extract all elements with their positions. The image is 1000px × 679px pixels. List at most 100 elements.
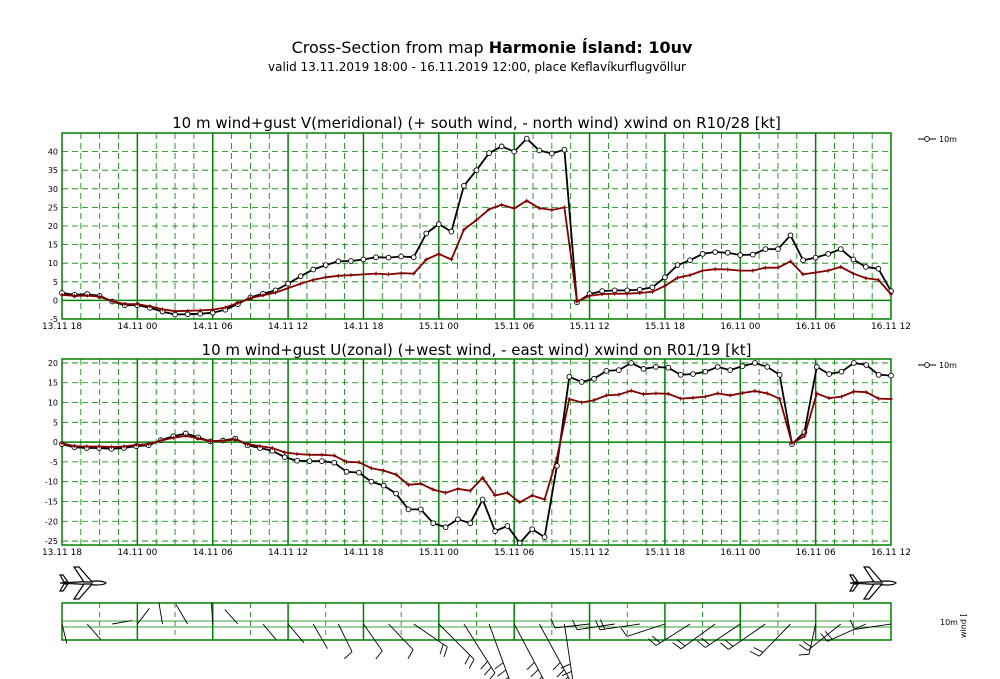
gust-point bbox=[649, 284, 656, 291]
wind-point bbox=[474, 218, 479, 223]
wind-point bbox=[468, 488, 473, 493]
wind-barb-feather bbox=[484, 666, 492, 676]
wind-barb-feather bbox=[439, 644, 444, 655]
legend-marker bbox=[924, 136, 930, 142]
wind-barb-feather bbox=[560, 663, 571, 669]
wind-barb-feather bbox=[550, 618, 556, 629]
y-tick-label: 15 bbox=[48, 241, 58, 250]
wind-point bbox=[889, 396, 893, 401]
x-tick-label: 16.11 00 bbox=[720, 548, 760, 558]
wind-barb-staff bbox=[262, 623, 277, 641]
wind-point bbox=[604, 393, 609, 398]
x-tick-label: 15.11 00 bbox=[419, 322, 459, 332]
wind-barb-feather bbox=[676, 639, 686, 647]
wind-point bbox=[813, 270, 818, 275]
gust-point bbox=[511, 148, 518, 155]
wind-point bbox=[876, 396, 881, 401]
gust-point bbox=[762, 246, 769, 252]
wind-point bbox=[662, 283, 667, 288]
wind-point bbox=[109, 444, 114, 449]
wind-barb-feather bbox=[443, 646, 448, 657]
wind-point bbox=[678, 396, 683, 401]
wind-barb-staff bbox=[112, 620, 132, 625]
gust-point bbox=[380, 482, 387, 489]
wind-point bbox=[386, 272, 391, 277]
wind-point bbox=[625, 291, 630, 296]
wind-point bbox=[235, 301, 240, 306]
wind-barb-staff bbox=[576, 623, 615, 631]
gust-point bbox=[640, 366, 647, 372]
wind-point bbox=[295, 451, 300, 456]
wind-point bbox=[270, 446, 275, 451]
y-tick-label: -25 bbox=[45, 537, 58, 546]
wind-barb-staff bbox=[388, 623, 414, 650]
gust-point bbox=[492, 528, 498, 534]
gust-point bbox=[737, 252, 744, 258]
wind-barb-staff bbox=[538, 623, 570, 679]
wind-barb-feather bbox=[407, 649, 414, 659]
wind-point bbox=[542, 497, 547, 502]
wind-point bbox=[713, 267, 718, 272]
gust-point bbox=[727, 367, 733, 373]
wind-barb-staff bbox=[224, 609, 239, 625]
gust-point bbox=[423, 230, 430, 237]
gust-point bbox=[360, 256, 367, 263]
wind-point bbox=[84, 444, 89, 449]
x-tick-label: 14.11 06 bbox=[193, 322, 233, 332]
wind-barb-staff bbox=[513, 623, 544, 679]
x-tick-label: 14.11 12 bbox=[268, 322, 308, 332]
wind-point bbox=[788, 259, 793, 264]
gust-point bbox=[687, 257, 693, 264]
airplane-wings bbox=[862, 566, 884, 600]
wind-point bbox=[765, 391, 770, 396]
wind-barb-feather bbox=[802, 640, 813, 648]
chart-meridional: 10 m wind+gust V(meridional) (+ south wi… bbox=[42, 114, 957, 332]
wind-barb-staff bbox=[808, 623, 817, 655]
wind-barb-feather bbox=[696, 640, 706, 648]
x-tick-label: 15.11 12 bbox=[570, 548, 610, 558]
gust-point bbox=[837, 246, 844, 252]
wind-point bbox=[436, 251, 441, 256]
gust-point bbox=[690, 371, 696, 377]
wind-point bbox=[399, 271, 404, 276]
gust-point bbox=[674, 262, 681, 268]
gust-point bbox=[405, 506, 412, 513]
wind-point bbox=[703, 394, 708, 399]
gust-point bbox=[775, 246, 781, 252]
wind-point bbox=[97, 294, 102, 299]
wind-barb-feather bbox=[647, 638, 657, 646]
wind-point bbox=[629, 388, 634, 393]
wind-barb-feather bbox=[820, 633, 828, 642]
y-tick-label: 0 bbox=[53, 438, 58, 447]
gust-point bbox=[281, 454, 288, 460]
gust-point bbox=[653, 364, 659, 370]
wind-point bbox=[493, 493, 498, 498]
wind-point bbox=[298, 281, 303, 286]
gust-point bbox=[385, 254, 392, 261]
wind-point bbox=[802, 434, 807, 439]
chart-zonal: 10 m wind+gust U(zonal) (+west wind, - e… bbox=[42, 341, 957, 558]
wind-barb-feather bbox=[565, 676, 569, 679]
wind-barb-staff bbox=[363, 623, 383, 652]
gust-point bbox=[724, 249, 731, 256]
gust-point bbox=[875, 371, 882, 378]
wind-barb-feather bbox=[701, 637, 710, 645]
wind-point bbox=[750, 268, 755, 273]
wind-point bbox=[323, 275, 328, 280]
wind-point bbox=[210, 307, 215, 312]
wind-barb-feather bbox=[539, 676, 543, 679]
chart-title: 10 m wind+gust U(zonal) (+west wind, - e… bbox=[202, 341, 752, 359]
gust-point bbox=[373, 254, 379, 261]
wind-barb-feather bbox=[489, 672, 496, 679]
wind-point bbox=[725, 267, 730, 272]
wind-point bbox=[600, 292, 605, 297]
gust-point bbox=[764, 364, 771, 370]
airplane-tail bbox=[848, 574, 860, 592]
wind-barb-feather bbox=[375, 650, 383, 660]
wind-barb-feather bbox=[464, 654, 471, 665]
wind-point bbox=[160, 307, 165, 312]
airplane-icon bbox=[58, 566, 107, 600]
wind-point bbox=[775, 265, 780, 270]
wind-point bbox=[208, 439, 213, 444]
